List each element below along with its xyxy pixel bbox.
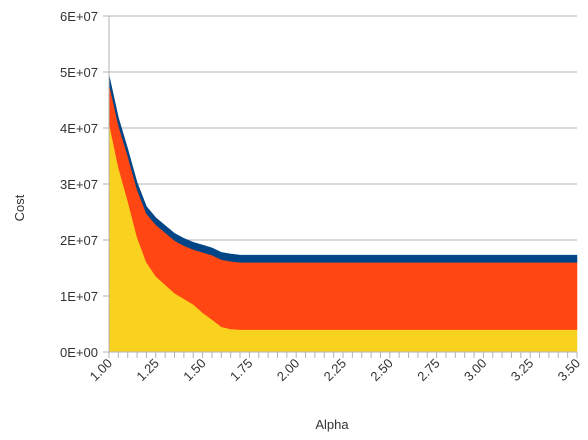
- x-tick-label: 3.25: [508, 356, 537, 385]
- stacked-areas: [108, 74, 578, 353]
- y-tick-label: 4E+07: [60, 121, 98, 136]
- x-tick-label: 2.50: [367, 356, 396, 385]
- y-tick-label: 3E+07: [60, 177, 98, 192]
- area-series-3: [108, 74, 578, 263]
- x-axis-label: Alpha: [315, 417, 349, 432]
- y-tick-label: 5E+07: [60, 65, 98, 80]
- x-tick-label: 3.00: [461, 356, 490, 385]
- x-tick-labels: 1.00 1.25 1.50 1.75 2.00 2.25 2.50 2.75 3.00 3.25…: [87, 356, 584, 385]
- x-tick-label: 2.25: [321, 356, 350, 385]
- axes: [103, 15, 578, 358]
- x-tick-label: 1.25: [133, 356, 162, 385]
- y-tick-labels: 0E+00 1E+07 2E+07 3E+07 4E+07 5E+07 6E+07: [60, 9, 98, 360]
- y-axis-label: Cost: [12, 194, 27, 221]
- x-tick-label: 1.50: [180, 356, 209, 385]
- y-tick-label: 1E+07: [60, 289, 98, 304]
- x-tick-label: 3.50: [555, 356, 584, 385]
- y-tick-label: 2E+07: [60, 233, 98, 248]
- x-tick-label: 1.75: [227, 356, 256, 385]
- x-tick-label: 2.75: [414, 356, 443, 385]
- y-tick-label: 0E+00: [60, 345, 98, 360]
- x-tick-label: 2.00: [274, 356, 303, 385]
- y-tick-label: 6E+07: [60, 9, 98, 24]
- area-series-2: [108, 83, 578, 330]
